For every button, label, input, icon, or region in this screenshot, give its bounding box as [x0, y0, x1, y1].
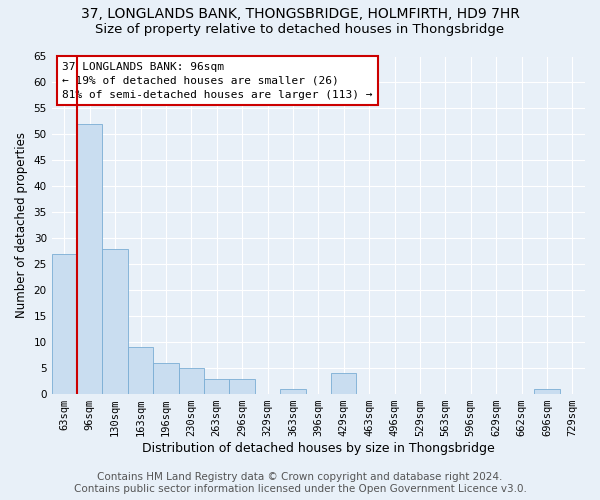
Bar — [77, 124, 103, 394]
Text: Size of property relative to detached houses in Thongsbridge: Size of property relative to detached ho… — [95, 22, 505, 36]
Text: 37 LONGLANDS BANK: 96sqm
← 19% of detached houses are smaller (26)
81% of semi-d: 37 LONGLANDS BANK: 96sqm ← 19% of detach… — [62, 62, 373, 100]
Bar — [280, 389, 305, 394]
Bar — [229, 378, 255, 394]
Bar — [179, 368, 204, 394]
Bar — [103, 248, 128, 394]
Bar — [204, 378, 229, 394]
Bar — [331, 374, 356, 394]
Y-axis label: Number of detached properties: Number of detached properties — [15, 132, 28, 318]
Text: Contains HM Land Registry data © Crown copyright and database right 2024.
Contai: Contains HM Land Registry data © Crown c… — [74, 472, 526, 494]
Bar — [128, 348, 153, 394]
Bar — [52, 254, 77, 394]
Bar — [534, 389, 560, 394]
X-axis label: Distribution of detached houses by size in Thongsbridge: Distribution of detached houses by size … — [142, 442, 495, 455]
Text: 37, LONGLANDS BANK, THONGSBRIDGE, HOLMFIRTH, HD9 7HR: 37, LONGLANDS BANK, THONGSBRIDGE, HOLMFI… — [80, 8, 520, 22]
Bar — [153, 363, 179, 394]
